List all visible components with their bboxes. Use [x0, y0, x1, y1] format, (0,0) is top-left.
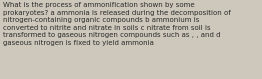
Text: What is the process of ammonification shown by some
prokaryotes? a ammonia is re: What is the process of ammonification sh…	[3, 2, 231, 46]
